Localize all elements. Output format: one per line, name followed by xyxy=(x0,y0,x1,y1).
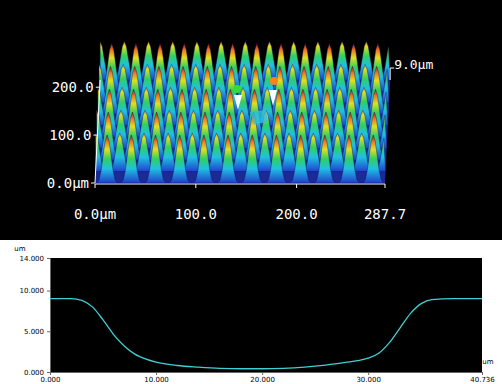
x-tick-label: 30.000 xyxy=(356,376,381,384)
y-tick-mark xyxy=(47,291,50,292)
z-tick-label: 9.0μm xyxy=(394,57,433,72)
y-tick xyxy=(96,87,100,88)
y-tick xyxy=(91,183,95,184)
x-axis: 0.00010.00020.00030.00040.736 xyxy=(40,372,495,384)
y-tick-mark xyxy=(47,331,50,332)
y-tick-label: 0.000 xyxy=(24,369,44,377)
cursor-marker xyxy=(233,85,241,93)
y-tick: 14.000 xyxy=(20,255,51,263)
surface-texture xyxy=(95,135,385,183)
profile-panel: 0.000 10.000 20.000 30.000 40.736 0.000 5.000 1… xyxy=(0,240,502,384)
x-tick: 40.736 xyxy=(470,372,495,384)
surface-texture xyxy=(96,133,386,171)
cursor-arrow xyxy=(234,95,242,110)
y-tick: 0.000 xyxy=(24,369,50,377)
x-tick: 10.000 xyxy=(144,372,169,384)
y-tick-mark xyxy=(47,258,50,259)
x-axis-line xyxy=(95,184,385,185)
y-tick: 5.000 xyxy=(24,328,50,336)
cursor-region xyxy=(250,110,268,124)
x-tick: 20.000 xyxy=(250,372,275,384)
y-axis-title: um xyxy=(14,245,25,253)
x-tick xyxy=(195,184,196,188)
y-tick-label: 0.0μm xyxy=(47,175,89,191)
x-tick-label: 40.736 xyxy=(470,376,495,384)
x-tick-label: 10.000 xyxy=(144,376,169,384)
x-tick xyxy=(296,184,297,188)
z-axis-line xyxy=(390,68,391,80)
y-axis-line xyxy=(95,80,100,183)
x-tick-label: 200.0 xyxy=(276,206,318,222)
y-tick: 10.000 xyxy=(20,287,51,295)
y-axis-line xyxy=(47,259,51,373)
figure: 0.0μm 100.0 200.0 287.7 0.0μm 100.0 200.0 9.0μm… xyxy=(0,0,502,384)
surface-panel: 0.0μm 100.0 200.0 287.7 0.0μm 100.0 200.0 9.0μm xyxy=(0,0,502,240)
plot-marks xyxy=(50,299,482,369)
y-tick-label: 10.000 xyxy=(20,287,45,295)
panel-background xyxy=(0,0,502,240)
x-tick-label: 0.0μm xyxy=(74,206,116,222)
x-tick xyxy=(385,184,386,188)
x-tick-label: 287.7 xyxy=(364,206,406,222)
x-axis-title: um xyxy=(482,358,493,366)
y-tick-label: 200.0 xyxy=(52,79,94,95)
y-axis: 0.000 5.000 10.000 14.000 xyxy=(20,255,51,377)
x-tick-label: 20.000 xyxy=(250,376,275,384)
plot-background xyxy=(50,258,482,372)
y-tick-label: 100.0 xyxy=(49,127,91,143)
panel-background xyxy=(0,240,502,384)
y-tick-label: 14.000 xyxy=(20,255,45,263)
x-tick: 30.000 xyxy=(356,372,381,384)
y-tick-mark xyxy=(47,372,50,373)
x-tick xyxy=(95,184,96,188)
y-tick-label: 5.000 xyxy=(24,328,44,336)
cursor-arrow xyxy=(269,90,277,106)
x-tick-label: 100.0 xyxy=(175,206,217,222)
profile-line xyxy=(50,299,482,369)
cursor-marker xyxy=(270,77,278,85)
y-tick xyxy=(93,135,97,136)
